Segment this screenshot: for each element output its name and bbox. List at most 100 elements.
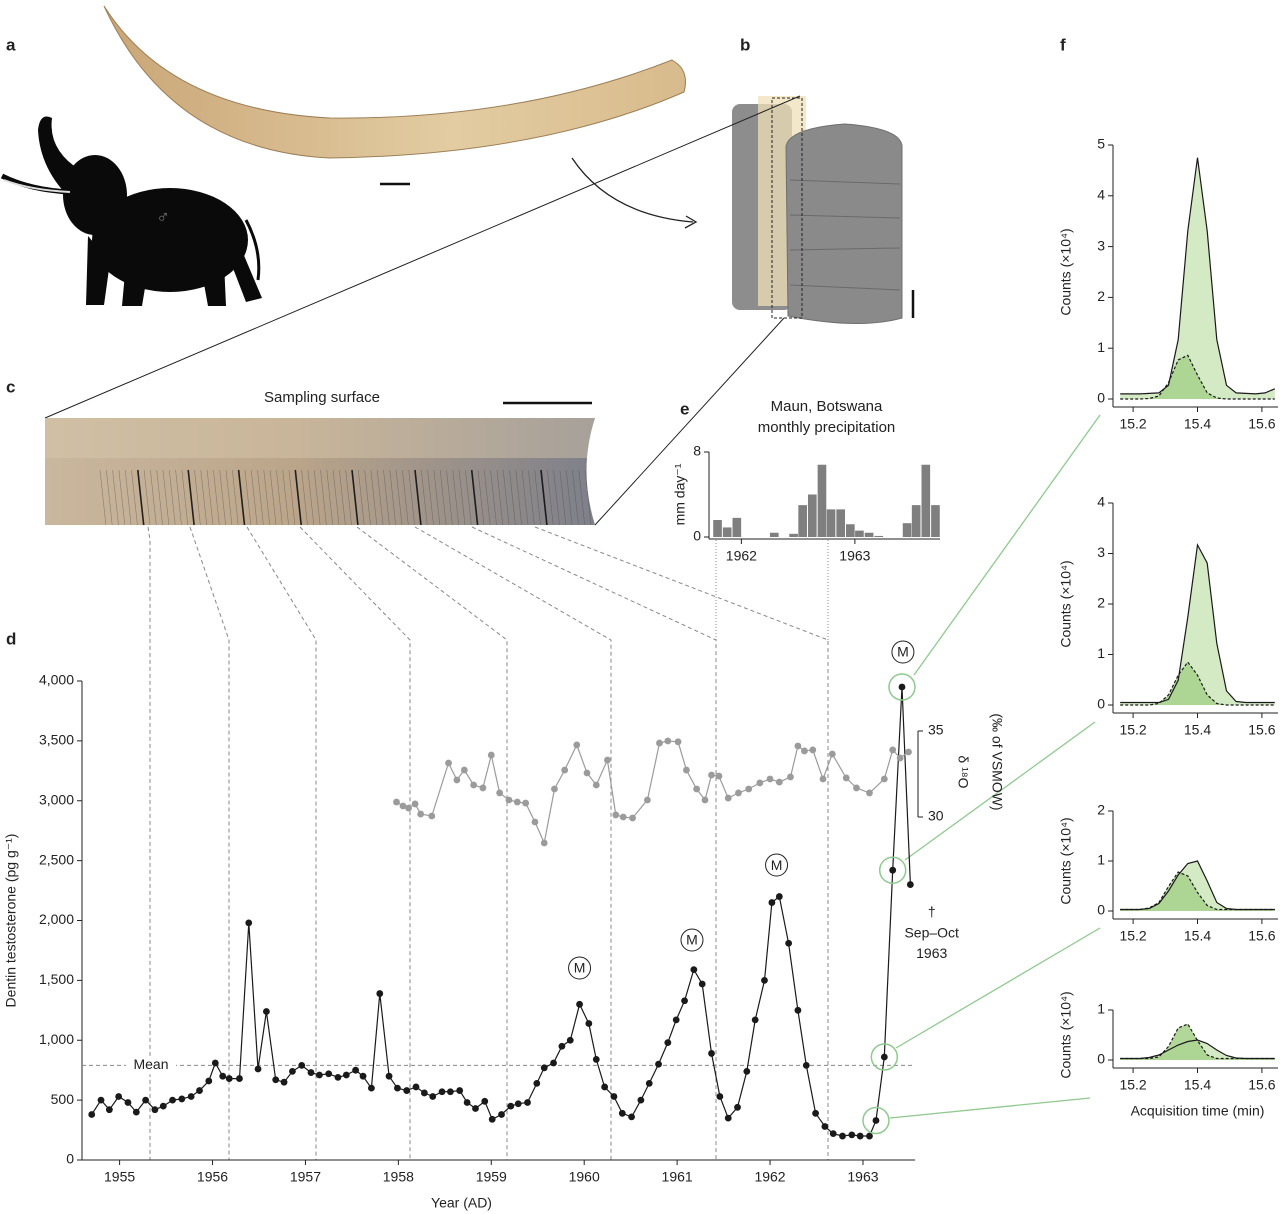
data-point: [643, 796, 651, 804]
data-point: [479, 784, 487, 792]
x-tick-label: 15.4: [1184, 928, 1211, 944]
data-point: [298, 1061, 306, 1069]
y-tick-label: 8: [693, 443, 701, 459]
data-point: [794, 742, 802, 750]
data-point: [889, 866, 897, 874]
growth-line: [124, 469, 132, 525]
annotation: †: [928, 904, 936, 920]
data-point: [674, 738, 682, 746]
panel-letter: c: [6, 377, 15, 396]
growth-line: [345, 469, 352, 525]
growth-line: [162, 469, 170, 525]
data-point: [872, 1117, 880, 1124]
data-point: [429, 1093, 437, 1100]
annotation-circle: [568, 956, 592, 980]
growth-line: [332, 469, 340, 525]
growth-line: [106, 469, 113, 525]
data-point: [211, 1059, 219, 1067]
data-point: [898, 683, 906, 691]
data-point: [775, 893, 783, 900]
data-point: [751, 1016, 759, 1024]
y-tick-label: 2,000: [39, 911, 74, 927]
growth-line: [528, 469, 535, 525]
y-tick-label: 2: [1097, 802, 1105, 818]
growth-line: [572, 469, 579, 525]
data-point: [724, 1114, 732, 1122]
growth-line: [521, 469, 529, 525]
data-point: [829, 1130, 837, 1138]
connector: [534, 526, 829, 1160]
data-point: [839, 1132, 846, 1140]
growth-line: [206, 469, 214, 525]
bar: [713, 520, 722, 537]
x-tick-label: 15.4: [1184, 722, 1211, 738]
growth-line: [439, 469, 447, 525]
growth-line: [465, 469, 472, 525]
growth-line: [433, 469, 441, 525]
growth-line: [169, 469, 176, 525]
arrow: [571, 157, 694, 223]
data-point: [583, 769, 591, 777]
growth-line: [490, 469, 497, 525]
data-point: [785, 939, 793, 947]
growth-line: [470, 469, 479, 525]
data-point: [558, 1042, 566, 1050]
y-tick-label: 4: [1097, 494, 1105, 510]
data-point: [456, 1087, 464, 1094]
data-point: [446, 1088, 454, 1096]
data-point: [794, 1006, 802, 1014]
bar: [855, 530, 864, 537]
panel-letter: f: [1060, 35, 1066, 54]
x-tick-label: 1956: [197, 1169, 228, 1185]
data-point: [629, 814, 636, 822]
annotation: 1963: [916, 945, 947, 961]
data-point: [550, 1059, 557, 1067]
annotation: M: [686, 932, 698, 948]
growth-line: [395, 469, 403, 525]
data-point: [880, 775, 888, 783]
data-point: [853, 784, 860, 792]
connector: [895, 927, 1101, 1049]
data-point: [88, 1111, 96, 1118]
growth-line: [402, 469, 409, 525]
data-point: [619, 813, 627, 821]
panel-letter: d: [6, 629, 16, 648]
growth-line: [244, 469, 252, 525]
x-tick-label: 15.2: [1119, 1077, 1146, 1093]
x-tick-label: 1959: [476, 1169, 507, 1185]
data-point: [551, 785, 558, 793]
data-point: [896, 754, 904, 762]
growth-line: [99, 469, 107, 525]
data-point: [683, 766, 690, 774]
data-point: [576, 1000, 583, 1008]
x-tick-label: 1962: [726, 548, 757, 564]
y2-axis-label: δ ¹⁸O: [955, 755, 971, 788]
x-tick-label: 1958: [383, 1169, 414, 1185]
growth-line: [175, 469, 182, 525]
data-point: [592, 781, 600, 789]
data-point: [105, 1106, 113, 1114]
data-point: [307, 1069, 315, 1076]
mean-label-bg: [126, 1056, 176, 1075]
data-point: [124, 1099, 132, 1106]
data-point: [334, 1073, 342, 1081]
y2-tick-label: 35: [928, 722, 944, 738]
growth-line: [118, 469, 126, 525]
bar: [789, 533, 798, 537]
growth-line: [112, 469, 119, 525]
y-axis-label: Counts (×10⁴): [1058, 228, 1074, 315]
data-point: [787, 773, 794, 781]
data-point: [411, 800, 419, 808]
peak-area: [1120, 1024, 1275, 1060]
data-point: [488, 1115, 496, 1123]
sampling-photo: [45, 418, 595, 525]
data-point: [889, 746, 897, 754]
data-point: [540, 839, 548, 847]
growth-line: [458, 469, 466, 525]
peak-area: [1120, 157, 1275, 399]
y-tick-label: 1: [1097, 645, 1105, 661]
growth-line: [269, 469, 277, 525]
peak-line: [1120, 354, 1275, 400]
growth-line: [502, 469, 510, 525]
